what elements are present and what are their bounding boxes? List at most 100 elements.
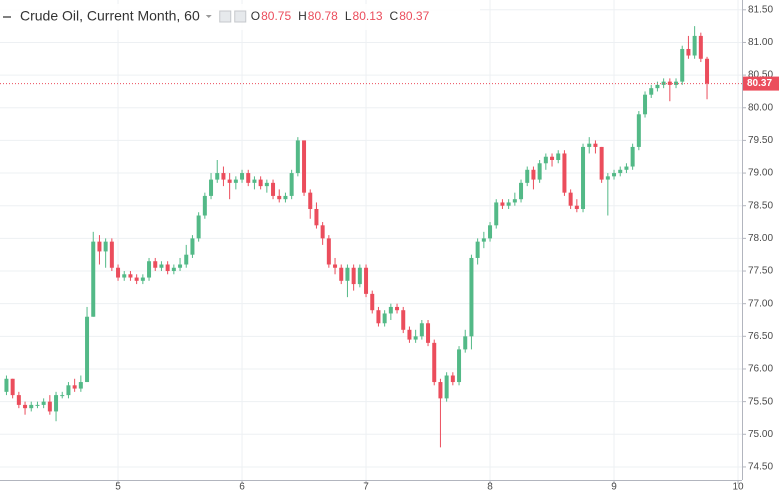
candle-body <box>240 173 245 180</box>
x-tick-label: 10 <box>732 482 744 493</box>
candle-body <box>295 140 300 174</box>
candle-body <box>364 267 369 294</box>
candle-body <box>624 166 629 170</box>
candle-body <box>196 215 201 239</box>
candle-body <box>171 267 176 272</box>
candle-body <box>289 173 294 196</box>
candle-body <box>388 306 393 314</box>
close-icon[interactable] <box>234 10 247 23</box>
candle-body <box>35 404 40 406</box>
y-tick-label: 77.50 <box>748 266 773 277</box>
axes: 74.50 75.00 75.50 76.00 76.50 77.00 77.50 78.00… <box>115 4 779 493</box>
last-price-label: 80.37 <box>747 78 772 89</box>
candle-body <box>705 58 710 84</box>
candle-body <box>128 274 133 278</box>
candle-body <box>426 323 431 343</box>
candle-body <box>147 261 152 278</box>
candle-body <box>512 199 517 203</box>
y-tick-label: 78.50 <box>748 200 773 211</box>
candle-body <box>494 202 499 226</box>
header-field-label: H <box>298 9 307 23</box>
x-tick-label: 9 <box>611 482 617 493</box>
candle-body <box>401 310 406 330</box>
last-price-box <box>743 76 779 91</box>
candle-body <box>370 293 375 311</box>
candle-body <box>283 195 288 200</box>
header-field-label: C <box>390 9 399 23</box>
y-tick-label: 77.00 <box>748 298 773 309</box>
candle-body <box>308 192 313 209</box>
candle-body <box>618 169 623 174</box>
candle-body <box>221 173 226 180</box>
candle-body <box>457 349 462 383</box>
candle-body <box>643 94 648 115</box>
y-tick-label: 79.00 <box>748 168 773 179</box>
candle-body <box>649 88 654 95</box>
candle-body <box>581 146 586 209</box>
header-field-value: 80.78 <box>308 9 338 23</box>
candle-body <box>680 48 685 82</box>
candle-body <box>395 306 400 311</box>
candle-body <box>698 35 703 59</box>
candle-body <box>407 329 412 340</box>
dropdown-arrow[interactable] <box>205 15 212 18</box>
y-tick-label: 76.00 <box>748 364 773 375</box>
candle-body <box>345 267 350 281</box>
candle-body <box>525 169 530 183</box>
candle-body <box>66 385 71 396</box>
candle-body <box>488 225 493 239</box>
candle-body <box>605 176 610 180</box>
settings-icon[interactable] <box>219 10 232 23</box>
candle-body <box>277 195 282 200</box>
y-tick-label: 80.00 <box>748 102 773 113</box>
candle-body <box>475 241 480 258</box>
candle-body <box>531 169 536 180</box>
candle-body <box>184 254 189 265</box>
candle-body <box>333 264 338 268</box>
candle-body <box>599 146 604 180</box>
candle-body <box>4 378 9 392</box>
candle-body <box>686 48 691 56</box>
candle-body <box>469 257 474 337</box>
candle-body <box>190 238 195 255</box>
candle-body <box>103 241 108 252</box>
candle-body <box>550 156 555 160</box>
candle-body <box>450 375 455 383</box>
candle-body <box>636 114 641 147</box>
candle-body <box>10 378 15 396</box>
candle-body <box>587 143 592 147</box>
header-field-value: 80.13 <box>353 9 383 23</box>
candle-body <box>16 395 21 405</box>
candle-body <box>72 385 77 389</box>
candle-body <box>54 395 59 412</box>
candle-body <box>463 336 468 350</box>
candles <box>0 26 742 448</box>
candle-body <box>556 153 561 160</box>
candle-body <box>252 179 257 183</box>
y-tick-label: 78.00 <box>748 233 773 244</box>
x-tick-label: 5 <box>115 482 121 493</box>
candle-body <box>264 182 269 187</box>
header-field-value: 80.37 <box>399 9 429 23</box>
candle-body <box>202 195 207 216</box>
candle-body <box>432 342 437 383</box>
y-tick-label: 75.50 <box>748 396 773 407</box>
candle-body <box>655 84 660 89</box>
candle-body <box>593 143 598 147</box>
candle-body <box>140 277 145 281</box>
candle-body <box>91 241 96 317</box>
candle-body <box>537 163 542 180</box>
candle-body <box>562 153 567 193</box>
header-field-label: O <box>251 9 260 23</box>
candle-body <box>227 179 232 183</box>
chart-title: Crude Oil, Current Month, 60 <box>20 8 200 24</box>
candle-body <box>97 241 102 252</box>
candle-body <box>326 238 331 265</box>
candle-body <box>178 264 183 268</box>
candle-body <box>122 274 127 278</box>
x-tick-label: 6 <box>239 482 245 493</box>
candle-body <box>692 35 697 56</box>
